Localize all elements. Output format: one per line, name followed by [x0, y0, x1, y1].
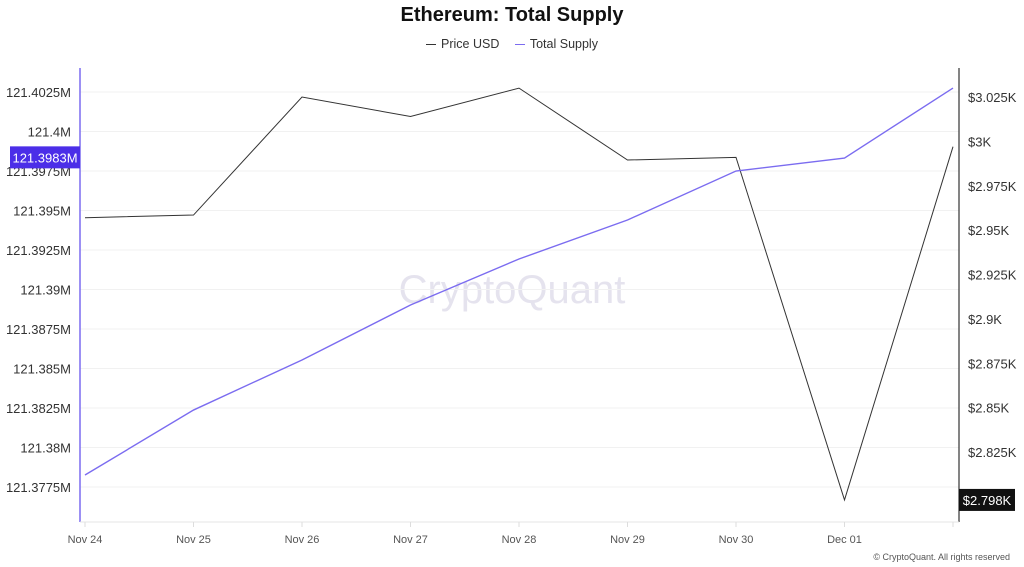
left-tick-label: 121.3825M [6, 401, 71, 416]
legend-label-supply: Total Supply [529, 37, 598, 51]
left-tick-label: 121.3875M [6, 322, 71, 337]
right-tick-label: $3K [968, 134, 991, 149]
right-tick-label: $2.925K [968, 268, 1017, 283]
right-tick-label: $2.9K [968, 312, 1002, 327]
right-tick-label: $2.85K [968, 401, 1010, 416]
right-tick-label: $2.95K [968, 223, 1010, 238]
x-tick-label: Nov 25 [176, 534, 211, 546]
legend-item-supply[interactable]: Total Supply [514, 37, 598, 51]
series-line-supply [84, 87, 954, 476]
legend-label-price: Price USD [441, 37, 500, 51]
x-tick-label: Nov 26 [285, 534, 320, 546]
credit-text: © CryptoQuant. All rights reserved [873, 552, 1010, 562]
left-tick-label: 121.4M [28, 125, 71, 140]
x-tick-label: Nov 28 [502, 534, 537, 546]
x-tick-label: Dec 01 [827, 534, 862, 546]
x-tick-label: Nov 30 [719, 534, 754, 546]
legend-swatch-price [426, 44, 437, 46]
right-tick-label: $2.875K [968, 356, 1017, 371]
x-tick-label: Nov 29 [610, 534, 645, 546]
x-tick-label: Nov 24 [68, 534, 103, 546]
left-tick-label: 121.395M [13, 204, 71, 219]
left-tick-label: 121.3775M [6, 480, 71, 495]
current-price-label: $2.798K [963, 493, 1012, 508]
left-tick-label: 121.4025M [6, 85, 71, 100]
chart-title: Ethereum: Total Supply [400, 4, 624, 26]
x-tick-label: Nov 27 [393, 534, 428, 546]
current-supply-badge [10, 146, 80, 169]
left-tick-label: 121.39M [20, 283, 71, 298]
legend: Price USD Total Supply [0, 37, 1024, 51]
legend-swatch-supply [514, 44, 525, 46]
left-tick-label: 121.3925M [6, 243, 71, 258]
current-supply-label: 121.3983M [12, 150, 77, 165]
left-tick-label: 121.385M [13, 362, 71, 377]
right-tick-label: $3.025K [968, 90, 1017, 105]
current-price-badge [959, 488, 1015, 511]
series-line-price [84, 87, 954, 502]
right-tick-label: $2.975K [968, 179, 1017, 194]
legend-item-price[interactable]: Price USD [426, 37, 499, 51]
right-tick-label: $2.825K [968, 445, 1017, 460]
left-tick-label: 121.38M [20, 441, 71, 456]
